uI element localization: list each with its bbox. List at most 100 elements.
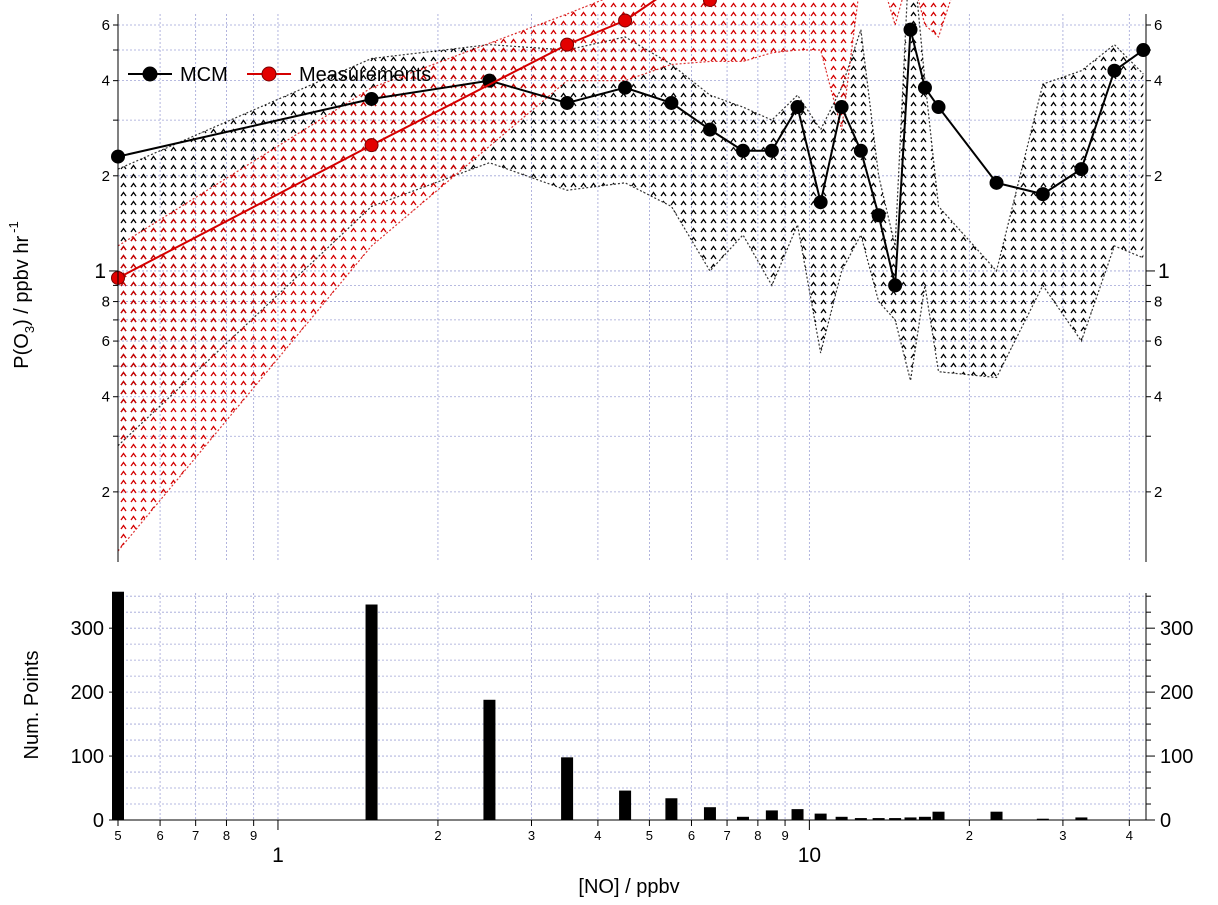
histogram-bar (665, 798, 678, 820)
legend: MCM Measurements (128, 64, 431, 86)
histogram-bar (918, 816, 931, 820)
y-tick-label-right: 100 (1160, 746, 1193, 768)
legend-measurements-label: Measurements (299, 64, 431, 86)
y-tick-label-right: 4 (1154, 389, 1162, 406)
x-axis-title: [NO] / ppbv (578, 876, 679, 898)
measurements-point (364, 138, 379, 153)
x-tick-label-minor: 9 (250, 828, 257, 843)
measurements-band (117, 0, 952, 552)
histogram-bar (365, 604, 378, 820)
mcm-point (618, 80, 633, 95)
measurements-point (702, 0, 717, 7)
histogram-bar (814, 813, 827, 820)
mcm-point (853, 143, 868, 158)
measurements-line (117, 0, 715, 279)
mcm-series (111, 22, 1151, 293)
histogram-bar (889, 818, 902, 820)
x-tick-label-minor: 3 (1059, 828, 1066, 843)
measurements-point (618, 13, 633, 28)
x-tick-label-major: 1 (272, 844, 284, 867)
x-tick-label-minor: 3 (528, 828, 535, 843)
y-tick-label-right: 6 (1154, 17, 1162, 34)
y-tick-label-right: 1 (1158, 260, 1170, 283)
y-tick-label-right: 8 (1154, 294, 1162, 311)
mcm-point (903, 22, 918, 37)
y-axis-title-top: P(O3) / ppbv hr-1 (6, 221, 37, 368)
histogram-bar (619, 790, 632, 820)
x-tick-label-minor: 4 (1126, 828, 1133, 843)
histogram-bar (561, 757, 574, 820)
mcm-point (834, 100, 849, 115)
mcm-point (1035, 187, 1050, 202)
top-panel: 2 2 4 4 6 6 8 8 1 1 2 2 4 4 6 6 P(O3) / ppbv hr-1 MCM M… (6, 0, 1170, 562)
y-tick-label-left: 6 (102, 17, 110, 34)
histogram-bar (990, 811, 1003, 820)
x-tick-label-minor: 8 (223, 828, 230, 843)
legend-mcm-marker (142, 66, 158, 82)
y-tick-label-left: 4 (102, 389, 110, 406)
y-tick-label-left: 2 (102, 168, 110, 185)
mcm-point (764, 143, 779, 158)
mcm-point (790, 100, 805, 115)
measurements-point (560, 37, 575, 52)
histogram-bar (854, 818, 867, 820)
x-tick-label-minor: 2 (434, 828, 441, 843)
x-tick-label-minor: 9 (781, 828, 788, 843)
y-tick-label-left: 8 (102, 294, 110, 311)
y-axis-title-bottom: Num. Points (21, 651, 43, 760)
x-tick-label-minor: 7 (723, 828, 730, 843)
y-tick-label-left: 100 (71, 746, 104, 768)
histogram-bar (483, 699, 496, 820)
histogram-bar (904, 817, 917, 820)
y-tick-label-left: 6 (102, 333, 110, 350)
mcm-point (664, 95, 679, 110)
mcm-point (702, 122, 717, 137)
x-tick-label-minor: 6 (156, 828, 163, 843)
y-tick-label-right: 6 (1154, 333, 1162, 350)
top-axes: 2 2 4 4 6 6 8 8 1 1 2 2 4 4 6 6 (94, 14, 1170, 562)
histogram-bar (765, 810, 778, 820)
x-tick-label-minor: 5 (114, 828, 121, 843)
x-tick-label-minor: 5 (646, 828, 653, 843)
y-tick-label-left: 0 (93, 810, 104, 832)
mcm-point (888, 278, 903, 293)
histogram-bar (1075, 817, 1088, 820)
mcm-point (735, 143, 750, 158)
y-tick-label-left: 300 (71, 618, 104, 640)
y-tick-label-left: 4 (102, 73, 110, 90)
mcm-point (931, 100, 946, 115)
x-tick-label-major: 10 (798, 844, 821, 867)
band-lower-edge (117, 0, 952, 552)
y-tick-label-right: 2 (1154, 484, 1162, 501)
y-tick-label-right: 300 (1160, 618, 1193, 640)
mcm-point (1107, 63, 1122, 78)
x-tick-label-minor: 4 (594, 828, 601, 843)
histogram-bar (1036, 818, 1049, 820)
bottom-gridlines (117, 593, 1146, 821)
x-tick-label-minor: 2 (966, 828, 973, 843)
legend-mcm-label: MCM (180, 64, 228, 86)
histogram-bar (872, 818, 885, 820)
x-tick-label-minor: 8 (754, 828, 761, 843)
legend-measurements-marker (261, 66, 277, 82)
histogram-bar (736, 816, 749, 820)
y-tick-label-right: 2 (1154, 168, 1162, 185)
y-tick-label-right: 200 (1160, 682, 1193, 704)
y-tick-label-left: 200 (71, 682, 104, 704)
bottom-axes: 0 0 100 100 200 200 300 300 5 6 7 8 9 2 3 4 5 6 7 8 9 2 3 4 1 10 (71, 593, 1193, 867)
x-tick-label-minor: 7 (192, 828, 199, 843)
y-tick-label-right: 4 (1154, 73, 1162, 90)
x-tick-label-minor: 6 (688, 828, 695, 843)
mcm-point (1074, 162, 1089, 177)
mcm-point (364, 91, 379, 106)
histogram-bar (791, 809, 804, 820)
mcm-point (813, 195, 828, 210)
histogram-bar (932, 811, 945, 820)
histogram-bar (835, 816, 848, 820)
histogram-bar (703, 807, 716, 820)
y-tick-label-left: 1 (94, 260, 106, 283)
mcm-point (871, 208, 886, 223)
histogram-bars (112, 591, 1088, 820)
